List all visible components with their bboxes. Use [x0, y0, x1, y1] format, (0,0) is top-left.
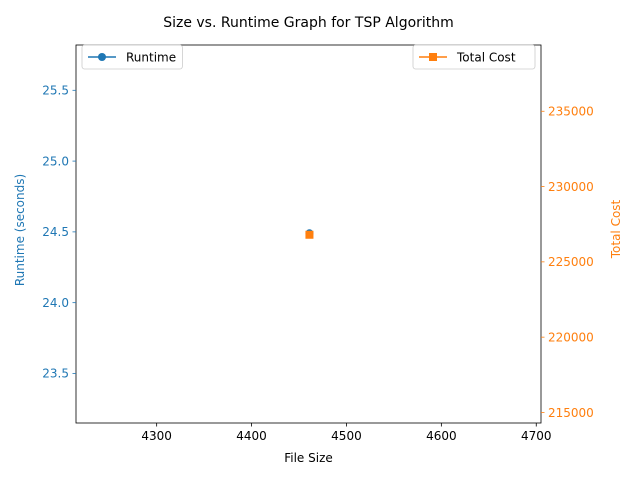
- right-tick-label: 215000: [548, 406, 594, 420]
- right-tick-label: 225000: [548, 255, 594, 269]
- legend-marker: [98, 53, 106, 61]
- x-tick-label: 4400: [236, 429, 267, 443]
- x-tick-label: 4500: [331, 429, 362, 443]
- legend-marker: [429, 53, 437, 61]
- legend-box: [412, 44, 536, 70]
- legends: Runtime Total Cost: [81, 44, 536, 70]
- series-total-cost: [305, 230, 314, 239]
- plot-frame: [75, 44, 542, 424]
- data-point: [305, 230, 314, 239]
- left-tick-label: 24.5: [42, 225, 69, 239]
- left-tick-label: 24.0: [42, 296, 69, 310]
- right-tick-label: 220000: [548, 330, 594, 344]
- legend-label: Runtime: [126, 50, 176, 64]
- legend-box: [81, 44, 183, 70]
- x-tick-label: 4700: [521, 429, 552, 443]
- x-axis-label: File Size: [284, 451, 333, 465]
- legend-upper-left: Runtime: [81, 44, 183, 70]
- left-axis-label: Runtime (seconds): [13, 174, 27, 286]
- chart-marks: [305, 229, 314, 239]
- right-tick-label: 230000: [548, 180, 594, 194]
- chart-title: Size vs. Runtime Graph for TSP Algorithm: [163, 15, 454, 31]
- left-tick-label: 25.0: [42, 154, 69, 168]
- left-tick-label: 23.5: [42, 367, 69, 381]
- axis-ticks: 4300 4400 4500 4600 4700 23.5 24.0 24.5 25.0 25.5…: [42, 84, 594, 443]
- left-tick-label: 25.5: [42, 84, 69, 98]
- right-tick-label: 235000: [548, 105, 594, 119]
- legend-upper-right: Total Cost: [412, 44, 536, 70]
- plot-area-border: [75, 44, 542, 424]
- right-axis-label: Total Cost: [609, 199, 623, 259]
- x-tick-label: 4300: [141, 429, 172, 443]
- x-tick-label: 4600: [426, 429, 457, 443]
- legend-label: Total Cost: [456, 50, 516, 64]
